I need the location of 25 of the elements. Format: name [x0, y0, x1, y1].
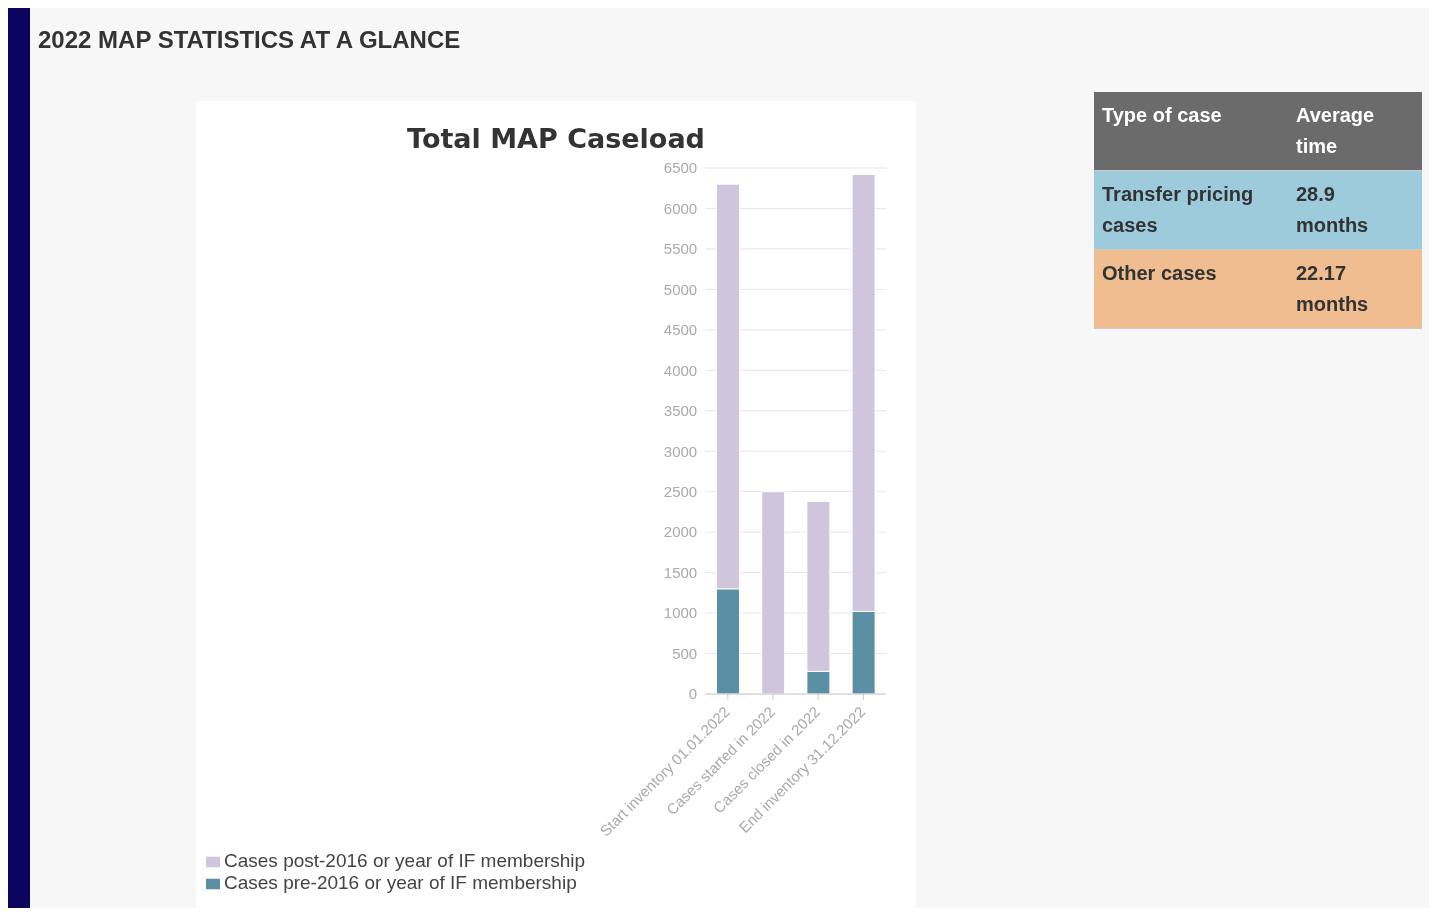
- legend-label: Cases post-2016 or year of IF membership: [224, 850, 586, 871]
- y-tick-label: 2000: [663, 523, 698, 541]
- y-tick-label: 5500: [663, 240, 698, 258]
- y-tick-label: 4000: [663, 361, 698, 379]
- y-tick-label: 3500: [663, 402, 698, 420]
- y-tick-label: 500: [672, 644, 698, 662]
- text: 28.9 months: [1296, 182, 1370, 238]
- text: Other cases: [1102, 261, 1218, 286]
- y-tick-label: 1500: [663, 563, 698, 581]
- text: 2022 MAP STATISTICS AT A GLANCE: [38, 26, 461, 54]
- y-tick-label: 2500: [663, 483, 698, 501]
- y-tick-label: 6000: [663, 199, 698, 217]
- y-tick-label: 1000: [663, 604, 698, 622]
- text: Transfer pricing cases: [1102, 182, 1255, 238]
- y-tick-label: 0: [688, 685, 698, 703]
- bar: [761, 491, 786, 694]
- y-tick-label: 4500: [663, 321, 698, 339]
- text: 22.17 months: [1296, 261, 1370, 317]
- y-tick-label: 3000: [663, 442, 698, 460]
- text: Average time: [1296, 103, 1376, 159]
- legend-label: Cases pre-2016 or year of IF membership: [224, 872, 577, 893]
- chart-title: Total MAP Caseload: [406, 123, 706, 154]
- text: Type of case: [1102, 103, 1223, 128]
- y-tick-label: 6500: [663, 159, 698, 177]
- y-tick-label: 5000: [663, 280, 698, 298]
